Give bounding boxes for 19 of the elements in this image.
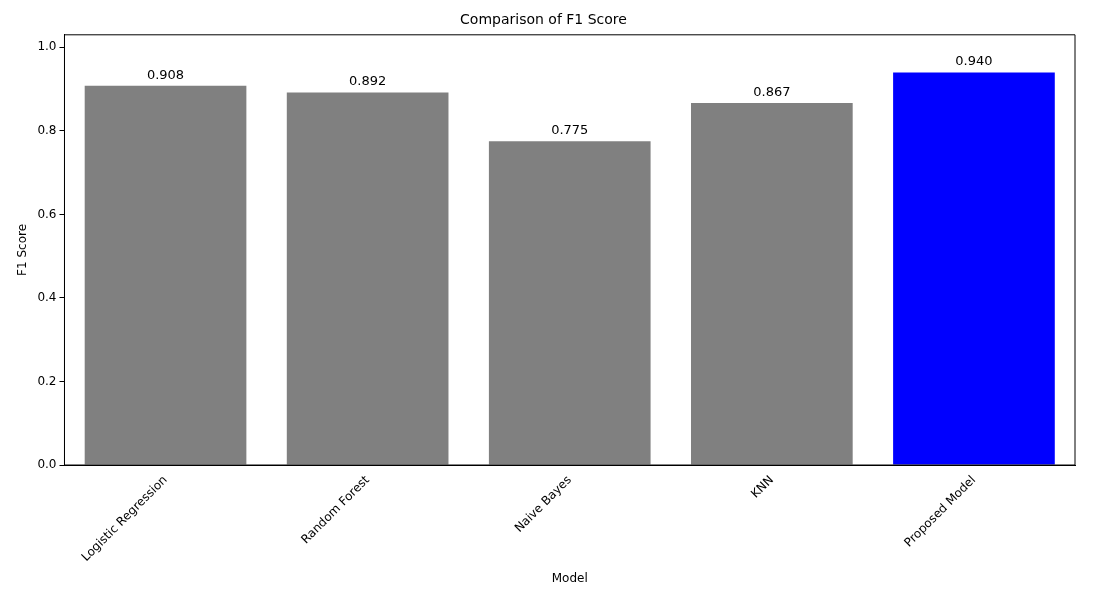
y-axis-title: F1 Score [15,223,30,276]
y-tick-label: 0.8 [37,122,57,137]
chart-title: Comparison of F1 Score [460,11,627,28]
bar [691,102,853,465]
x-axis-title: Model [551,570,588,585]
y-tick-label: 0.4 [37,290,57,305]
y-tick-label: 1.0 [37,39,57,54]
bar [893,72,1055,465]
y-tick-label: 0.0 [37,457,57,472]
y-tick-label: 0.2 [37,373,57,388]
bar [286,92,449,465]
data-label: 0.867 [753,83,791,99]
bar [84,85,247,465]
data-label: 0.940 [955,53,993,69]
data-label: 0.892 [349,73,387,89]
data-label: 0.908 [146,66,185,82]
bar [488,141,651,465]
y-tick-label: 0.6 [37,206,57,221]
data-label: 0.775 [551,122,589,138]
